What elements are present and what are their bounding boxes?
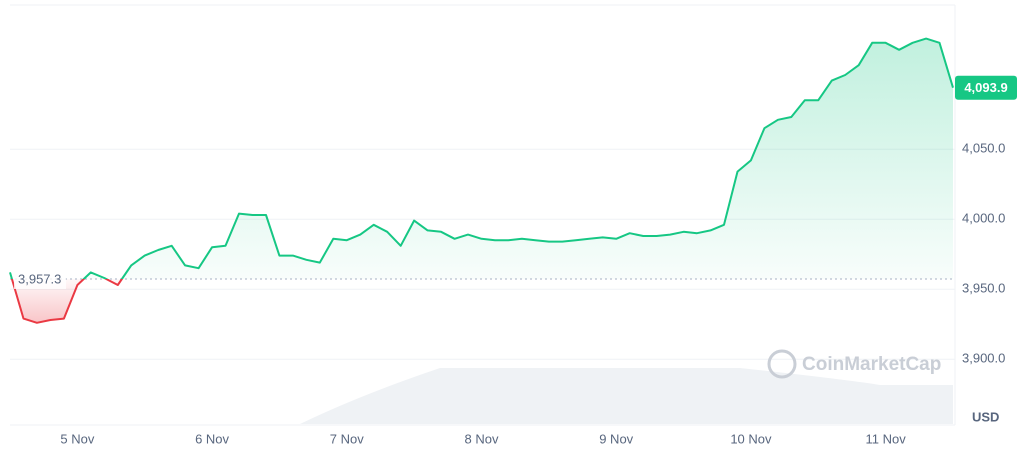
x-tick-label: 6 Nov [195,431,229,446]
unit-label: USD [972,409,999,424]
price-line [9,37,954,324]
watermark-text: CoinMarketCap [802,354,941,375]
x-tick-label: 8 Nov [465,431,499,446]
x-tick-label: 10 Nov [730,431,772,446]
y-tick-label: 4,050.0 [962,141,1005,156]
x-tick-label: 9 Nov [599,431,633,446]
x-tick-label: 5 Nov [60,431,94,446]
last-price-label: 4,093.9 [964,80,1007,95]
y-tick-label: 3,950.0 [962,281,1005,296]
y-tick-label: 3,900.0 [962,351,1005,366]
last-price-tag [955,75,1017,100]
y-tick-label: 4,000.0 [962,211,1005,226]
price-area [10,38,953,323]
x-tick-label: 7 Nov [330,431,364,446]
reference-label-bg [14,268,66,289]
reference-label: 3,957.3 [18,271,61,286]
watermark: CoinMarketCap [767,349,941,379]
volume-area [10,368,953,424]
x-tick-label: 11 Nov [866,431,907,446]
